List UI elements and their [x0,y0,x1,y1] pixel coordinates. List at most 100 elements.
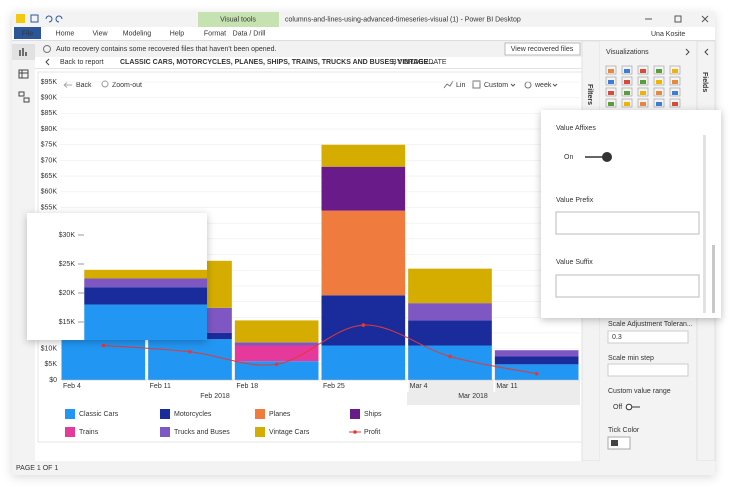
toggle-knob[interactable] [625,403,633,411]
visual-icon[interactable] [653,87,665,97]
scroll-thumb[interactable] [712,245,715,313]
toolbar-back-icon[interactable] [63,82,72,88]
visual-icon[interactable] [669,65,681,75]
visual-icon-bar [640,102,646,106]
toolbar-back[interactable]: Back [76,82,92,89]
prefix-input[interactable] [555,211,700,235]
y-tick-label: $80K [41,126,58,133]
visual-icon[interactable] [605,98,617,108]
y-tick-label: $90K [41,95,58,102]
legend-label[interactable]: Trains [79,429,99,436]
y-tick-label: $55K [41,204,58,211]
legend-label[interactable]: Vintage Cars [269,429,310,436]
fields-arrow[interactable] [704,48,709,56]
visual-icon[interactable] [605,76,617,86]
setting-input[interactable] [607,363,689,377]
visual-icon-bar [656,80,662,84]
profit-marker [274,362,279,367]
bar-segment [148,339,232,380]
visual-icon[interactable] [621,87,633,97]
legend-swatch [160,427,170,437]
legend-label[interactable]: Profit [364,429,380,436]
range-icon [472,80,481,89]
ribbon-tab[interactable]: Help [170,30,185,37]
visual-icon[interactable] [605,87,617,97]
legend-swatch [255,427,265,437]
save-icon[interactable] [30,14,39,23]
ribbon-tab[interactable]: Modeling [123,30,152,37]
y-tick-label: $5K [45,361,58,368]
app-icon [16,14,25,23]
filters-label[interactable]: Filters [586,84,593,105]
bar-segment [234,345,319,362]
visual-icon[interactable] [605,65,617,75]
visual-icon[interactable] [637,76,649,86]
profit-line [103,324,537,375]
visual-icon-bar [608,102,614,106]
recover-button-label[interactable]: View recovered files [511,46,574,53]
legend-label[interactable]: Trucks and Buses [174,429,230,436]
ribbon-tab[interactable]: File [22,30,33,37]
report-icon [19,48,27,56]
setting-value[interactable]: 0.3 [612,334,622,341]
toggle-knob[interactable] [602,152,612,162]
maximize[interactable] [674,15,682,23]
recover-button[interactable] [504,42,581,56]
zoom-icon[interactable] [101,80,109,88]
page-indicator: PAGE 1 OF 1 [16,465,58,472]
profit-marker [101,343,106,348]
ribbon-tab[interactable]: Data / Drill [233,30,266,37]
bar-segment [408,345,492,380]
visual-icon[interactable] [669,98,681,108]
undo-icon[interactable] [45,15,53,23]
toolbar-zoom-out[interactable]: Zoom-out [112,82,142,89]
legend-label[interactable]: Classic Cars [79,411,119,418]
visual-icon[interactable] [621,98,633,108]
legend-label[interactable]: Motorcycles [174,411,212,418]
bar-segment [321,210,406,296]
legend-label[interactable]: Planes [269,411,291,418]
suffix-input[interactable] [555,274,700,298]
suffix-label: Value Suffix [556,259,593,266]
visual-icon[interactable] [637,98,649,108]
x-tick-label: Feb 18 [236,383,258,390]
ribbon-tab[interactable]: View [92,30,108,37]
visual-icon[interactable] [669,76,681,86]
zoom-content: $30K $25K $20K $15K [59,232,750,409]
data-icon[interactable] [18,69,29,79]
fields-label[interactable]: Fields [701,72,708,92]
setting-input[interactable] [607,330,689,344]
visual-icon[interactable] [637,65,649,75]
drill-fields: CLASSIC CARS, MOTORCYCLES, PLANES, SHIPS… [120,59,434,66]
legend-swatch [160,409,170,419]
visual-icon[interactable] [621,65,633,75]
back-arrow[interactable] [45,58,50,66]
visual-icon[interactable] [653,65,665,75]
file-tab-bg[interactable] [14,27,41,39]
visual-icon[interactable] [653,98,665,108]
legend-label[interactable]: Ships [364,411,382,418]
zoom-tick-label: $20K [59,290,76,297]
color-swatch [611,440,618,446]
bar-segment [321,295,406,346]
y-tick-label: $75K [41,142,58,149]
bar-segment [721,366,750,381]
bar-segment [721,380,750,409]
model-icon[interactable] [18,91,25,97]
legend-swatch [65,427,75,437]
collapse-arrow[interactable] [685,48,690,56]
visual-icon[interactable] [637,87,649,97]
ribbon-tab[interactable]: Home [56,30,75,37]
toolbar-interval[interactable]: week [534,82,552,89]
range-caret [510,83,516,87]
toolbar-range[interactable]: Custom [484,82,508,89]
close[interactable] [701,15,709,23]
back-to-report[interactable]: Back to report [60,59,104,66]
ribbon-tab[interactable]: Format [204,30,226,37]
visual-icon[interactable] [653,76,665,86]
visual-icon[interactable] [669,87,681,97]
visual-icon[interactable] [621,76,633,86]
toolbar-scale[interactable]: Lin [456,82,465,89]
redo-icon[interactable] [55,15,63,23]
